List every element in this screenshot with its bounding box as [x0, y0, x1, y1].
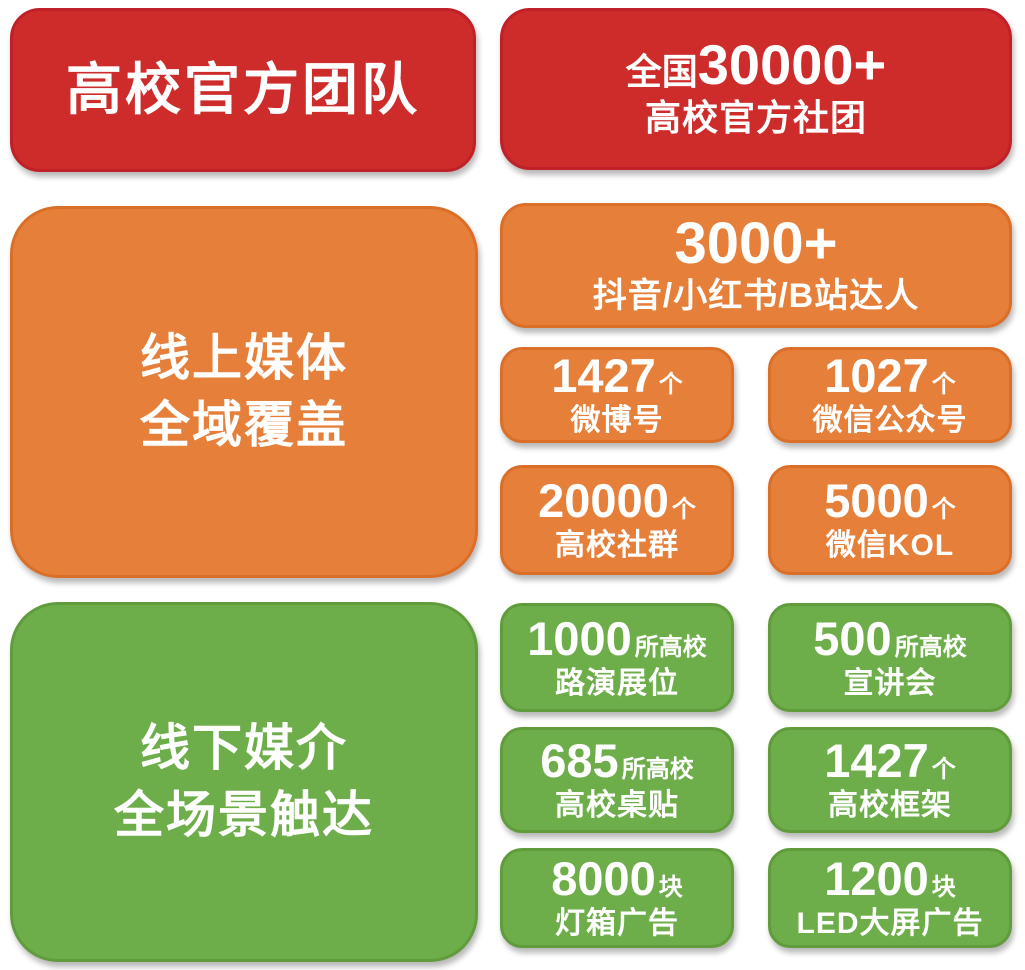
card-campus-frames: 1427 个 高校框架 [768, 727, 1012, 833]
card-info-sessions: 500 所高校 宣讲会 [768, 603, 1012, 712]
card-desk-stickers: 685 所高校 高校桌贴 [500, 727, 734, 833]
lightbox-label: 灯箱广告 [555, 907, 679, 941]
wechat-public-line1: 1027 个 [824, 350, 956, 402]
online-media-title-line1: 线上媒体 [140, 329, 348, 386]
campus-frames-line1: 1427 个 [824, 735, 956, 787]
card-wechat-public-accounts: 1027 个 微信公众号 [768, 347, 1012, 443]
info-sessions-number: 500 [813, 611, 892, 665]
wechat-public-label: 微信公众号 [812, 404, 968, 438]
creators-label: 抖音/小红书/B站达人 [592, 276, 920, 315]
campus-frames-unit: 个 [931, 756, 956, 784]
wechat-kol-number: 5000 [824, 474, 929, 528]
offline-media-title-line2: 全场景触达 [114, 787, 374, 843]
campus-frames-number: 1427 [824, 734, 929, 788]
led-screen-line1: 1200 块 [824, 853, 956, 905]
national-clubs-prefix: 全国 [625, 51, 698, 93]
desk-stickers-unit: 所高校 [621, 756, 694, 784]
card-university-communities: 20000 个 高校社群 [500, 465, 734, 575]
communities-number: 20000 [538, 474, 669, 528]
card-led-screen-ads: 1200 块 LED大屏广告 [768, 848, 1012, 948]
roadshow-line1: 1000 所高校 [527, 613, 707, 665]
card-wechat-kol: 5000 个 微信KOL [768, 465, 1012, 575]
lightbox-line1: 8000 块 [551, 853, 683, 905]
lightbox-number: 8000 [551, 852, 656, 906]
communities-line1: 20000 个 [538, 475, 696, 527]
wechat-kol-label: 微信KOL [825, 529, 955, 563]
led-screen-label: LED大屏广告 [796, 907, 984, 941]
wechat-public-number: 1027 [824, 349, 929, 403]
card-douyin-xiaohongshu-bilibili: 3000+ 抖音/小红书/B站达人 [500, 203, 1012, 328]
info-sessions-unit: 所高校 [894, 633, 967, 661]
online-media-title-line2: 全域覆盖 [140, 397, 348, 453]
weibo-unit: 个 [658, 371, 683, 399]
card-roadshow-booths: 1000 所高校 路演展位 [500, 603, 734, 712]
card-online-media-title: 线上媒体 全域覆盖 [10, 206, 478, 578]
weibo-line1: 1427 个 [551, 350, 683, 402]
national-clubs-line1: 全国 30000+ [625, 33, 887, 97]
led-screen-number: 1200 [824, 852, 929, 906]
wechat-public-unit: 个 [931, 371, 956, 399]
weibo-number: 1427 [551, 349, 656, 403]
offline-media-title-line1: 线下媒介 [140, 719, 348, 776]
wechat-kol-unit: 个 [931, 496, 956, 524]
card-national-clubs: 全国 30000+ 高校官方社团 [500, 8, 1012, 170]
weibo-label: 微博号 [570, 404, 664, 438]
communities-label: 高校社群 [555, 529, 679, 563]
card-offline-media-title: 线下媒介 全场景触达 [10, 602, 478, 962]
campus-frames-label: 高校框架 [828, 789, 952, 823]
roadshow-label: 路演展位 [555, 666, 679, 700]
info-sessions-line1: 500 所高校 [813, 613, 966, 665]
led-screen-unit: 块 [931, 874, 956, 902]
desk-stickers-label: 高校桌贴 [555, 789, 679, 823]
info-sessions-label: 宣讲会 [843, 666, 937, 700]
card-weibo-accounts: 1427 个 微博号 [500, 347, 734, 443]
national-clubs-label: 高校官方社团 [644, 97, 867, 139]
national-clubs-number: 30000+ [697, 33, 887, 97]
roadshow-number: 1000 [527, 611, 632, 665]
official-teams-title: 高校官方团队 [66, 58, 420, 122]
wechat-kol-line1: 5000 个 [824, 475, 956, 527]
desk-stickers-number: 685 [540, 734, 619, 788]
lightbox-unit: 块 [658, 874, 683, 902]
roadshow-unit: 所高校 [634, 633, 707, 661]
card-official-teams-title: 高校官方团队 [10, 8, 476, 172]
desk-stickers-line1: 685 所高校 [540, 735, 693, 787]
creators-number: 3000+ [674, 210, 838, 276]
card-lightbox-ads: 8000 块 灯箱广告 [500, 848, 734, 948]
communities-unit: 个 [671, 496, 696, 524]
